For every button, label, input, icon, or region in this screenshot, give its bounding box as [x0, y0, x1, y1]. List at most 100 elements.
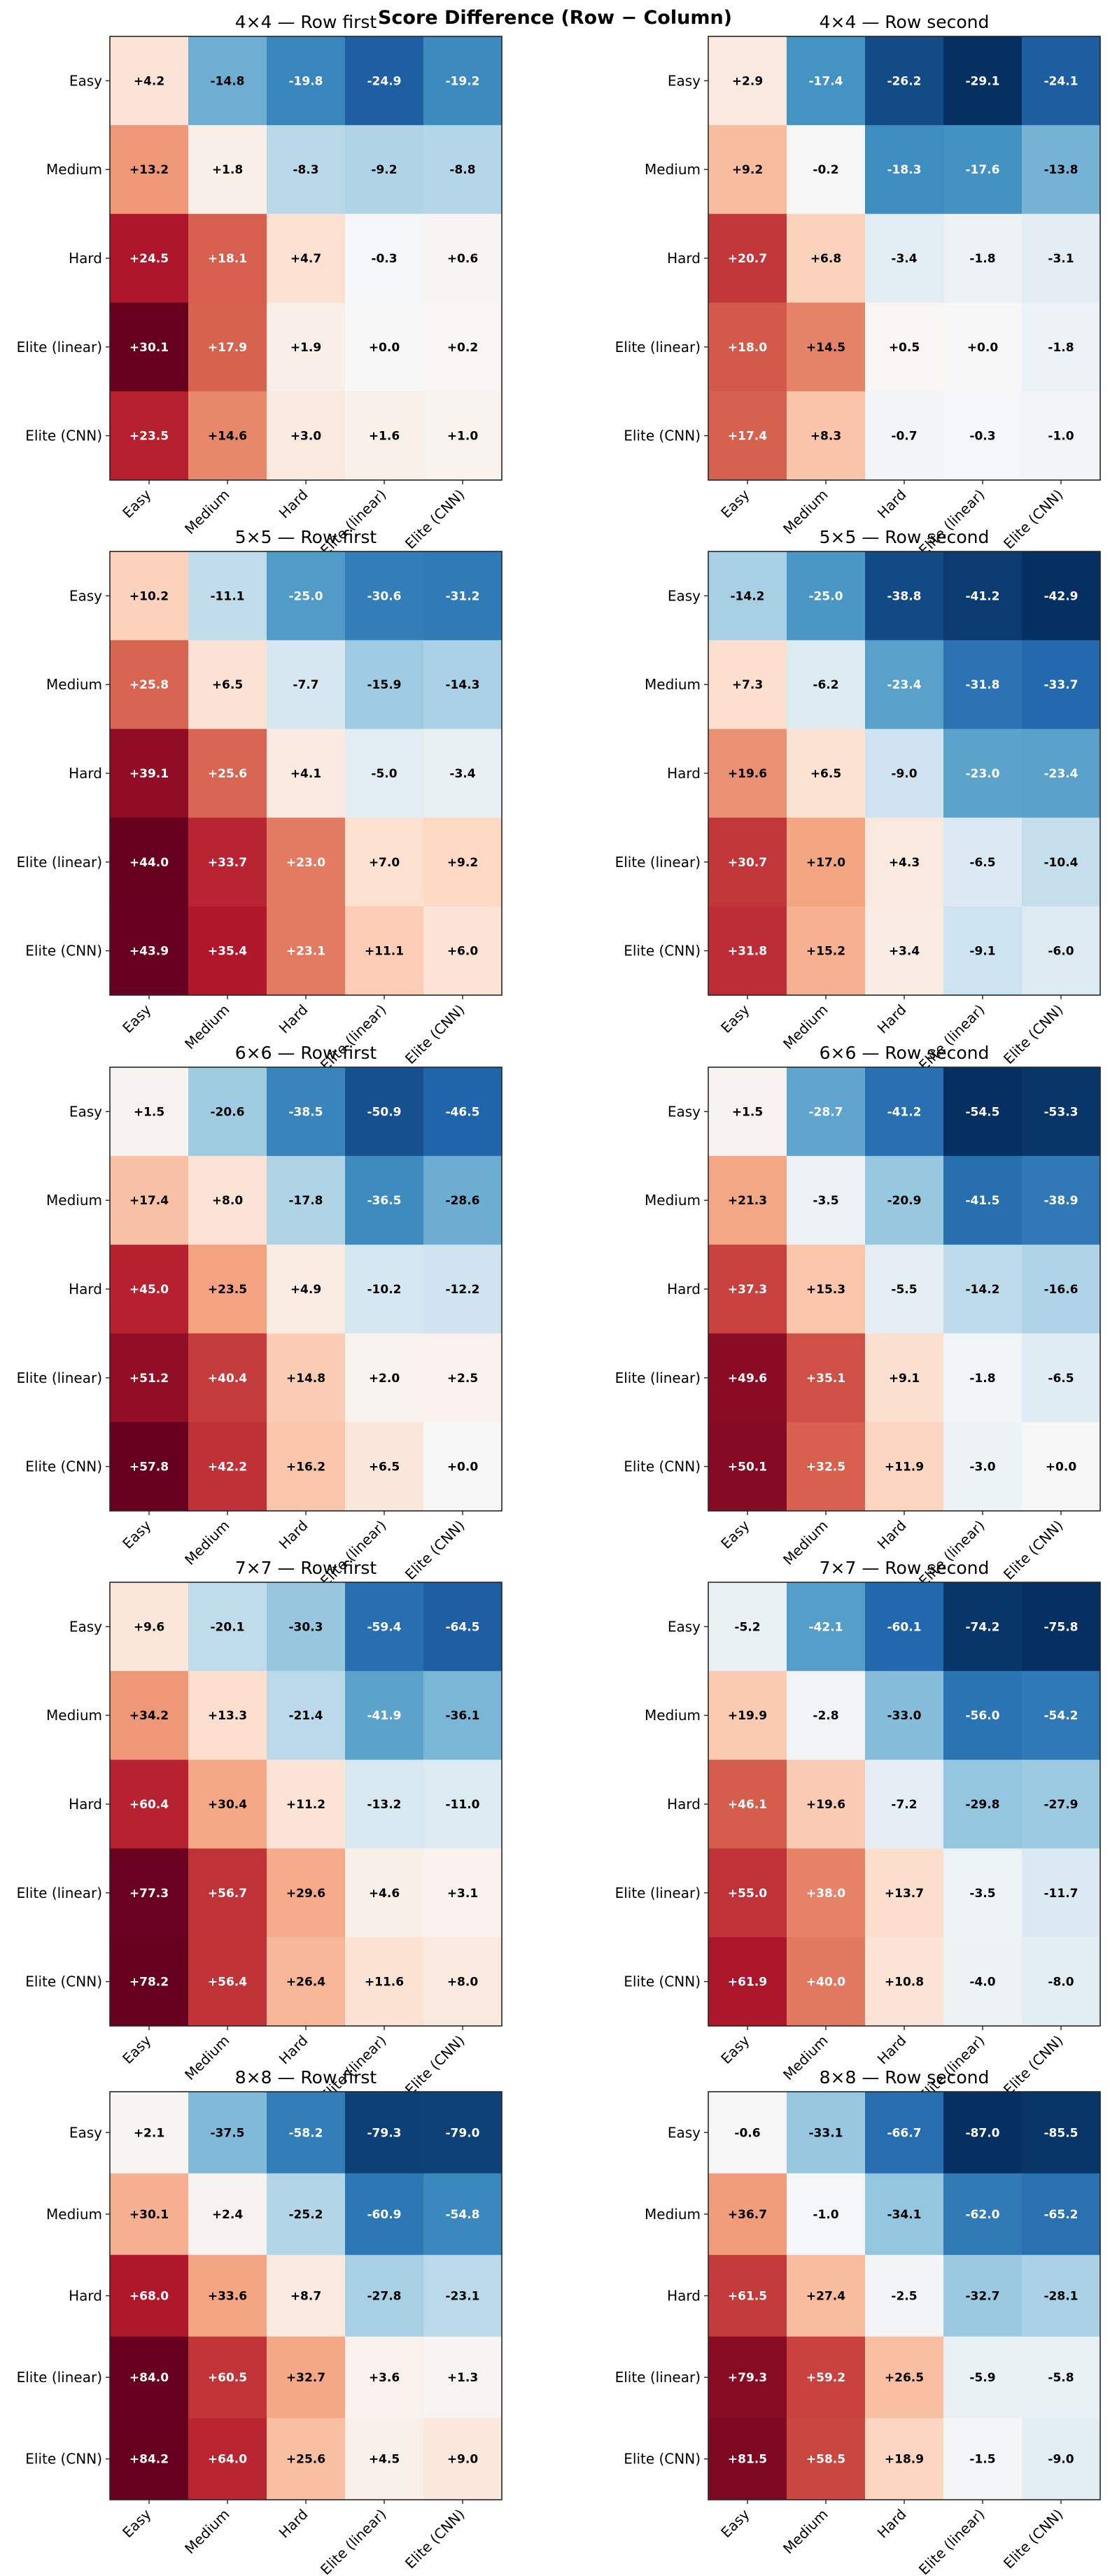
y-tick-label: Elite (CNN) — [624, 943, 701, 959]
x-tick-label: Hard — [874, 2506, 910, 2542]
cell-value-label: -11.1 — [211, 589, 245, 603]
cell-value-label: +1.3 — [447, 2371, 478, 2385]
cell-value-label: -59.4 — [367, 1620, 402, 1634]
cell-value-label: +0.5 — [889, 341, 920, 355]
panel-title: 6×6 — Row second — [820, 1043, 990, 1063]
cell-value-label: +19.6 — [728, 767, 767, 781]
cell-value-label: -3.4 — [891, 252, 917, 266]
heatmap-cell — [267, 729, 346, 818]
y-tick-label: Elite (CNN) — [25, 1458, 102, 1475]
cell-value-label: -54.2 — [1044, 1709, 1079, 1723]
heatmap-cell — [423, 1937, 503, 2027]
heatmap-cell — [943, 125, 1023, 215]
heatmap-cell — [708, 1759, 787, 1849]
heatmap-cell — [423, 2336, 503, 2419]
x-tick-label: Easy — [717, 2032, 752, 2067]
heatmap-cell — [267, 906, 346, 996]
cell-value-label: +37.3 — [728, 1283, 767, 1297]
cell-value-label: -5.9 — [969, 2371, 995, 2385]
heatmap-cell — [110, 1333, 189, 1423]
cell-value-label: -4.0 — [969, 1976, 995, 1990]
cell-value-label: -29.8 — [966, 1798, 1000, 1812]
heatmap-cell — [345, 1333, 424, 1423]
cell-value-label: +0.0 — [1046, 1461, 1077, 1474]
heatmap-cell — [1022, 1067, 1101, 1157]
cell-value-label: +4.5 — [369, 2453, 400, 2467]
cell-value-label: +1.0 — [447, 430, 479, 444]
cell-value-label: -54.8 — [446, 2208, 480, 2222]
heatmap-cell — [787, 213, 866, 303]
y-tick-label: Medium — [46, 1192, 102, 1209]
panel-title: 8×8 — Row first — [235, 2067, 377, 2088]
cell-value-label: +57.8 — [129, 1461, 169, 1474]
heatmap-cell — [865, 2336, 944, 2419]
y-tick-label: Hard — [667, 2288, 701, 2304]
cell-value-label: -74.2 — [966, 1620, 1000, 1634]
cell-value-label: +51.2 — [129, 1372, 169, 1386]
heatmap-cell — [267, 640, 346, 730]
heatmap-cell — [423, 729, 503, 818]
x-tick-label: Hard — [874, 1517, 910, 1553]
x-tick-label: Elite (CNN) — [402, 2506, 468, 2573]
cell-value-label: -17.8 — [289, 1194, 323, 1208]
x-tick-label: Elite (CNN) — [402, 486, 468, 553]
heatmap-cell — [865, 640, 944, 730]
heatmap-cell — [188, 1582, 267, 1672]
x-tick-label: Easy — [717, 1516, 752, 1551]
heatmap-cell — [943, 1422, 1023, 1512]
heatmap-cell — [865, 1670, 944, 1761]
cell-value-label: -17.4 — [809, 74, 843, 88]
x-tick-label: Easy — [119, 2505, 154, 2540]
x-tick-label: Hard — [874, 2032, 910, 2068]
cell-value-label: -54.5 — [966, 1105, 1000, 1119]
heatmap-cell — [345, 1670, 424, 1761]
heatmap-cell — [423, 213, 503, 303]
cell-value-label: -6.0 — [1048, 945, 1074, 959]
cell-value-label: +13.3 — [208, 1709, 247, 1723]
cell-value-label: +25.6 — [208, 767, 247, 781]
y-tick-label: Hard — [667, 765, 701, 782]
y-tick-label: Medium — [46, 2206, 102, 2223]
cell-value-label: -36.5 — [367, 1194, 402, 1208]
cell-value-label: -38.8 — [887, 589, 922, 603]
heatmap-cell — [943, 2418, 1023, 2500]
heatmap-cell — [188, 1848, 267, 1938]
cell-value-label: +79.3 — [728, 2371, 767, 2385]
heatmap-cell — [943, 1155, 1023, 1246]
y-tick-label: Elite (CNN) — [25, 2451, 102, 2468]
heatmap-cell — [110, 213, 189, 303]
heatmap-cell — [787, 2336, 866, 2419]
heatmap-cell — [708, 1155, 787, 1246]
cell-value-label: -50.9 — [367, 1105, 402, 1119]
heatmap-cell — [1022, 551, 1101, 641]
x-tick-label: Elite (linear) — [317, 486, 390, 559]
y-tick-label: Easy — [668, 2124, 701, 2141]
heatmap-cell — [345, 1067, 424, 1157]
heatmap-cell — [708, 213, 787, 303]
heatmap-cell — [787, 906, 866, 996]
heatmap-cell — [708, 2418, 787, 2500]
cell-value-label: +84.2 — [129, 2453, 169, 2467]
heatmap-cell — [943, 817, 1023, 907]
heatmap-cell — [188, 302, 267, 392]
cell-value-label: -34.1 — [887, 2208, 922, 2222]
heatmap-cell — [787, 1582, 866, 1672]
heatmap-cell — [787, 1937, 866, 2027]
heatmap-cell — [787, 125, 866, 215]
cell-value-label: +78.2 — [129, 1976, 169, 1990]
heatmap-cell — [1022, 1670, 1101, 1761]
cell-value-label: -41.2 — [887, 1105, 922, 1119]
cell-value-label: -9.2 — [371, 163, 397, 177]
cell-value-label: +9.1 — [889, 1372, 920, 1386]
x-tick-label: Elite (CNN) — [1000, 486, 1067, 553]
heatmap-cell — [708, 1848, 787, 1938]
cell-value-label: +40.4 — [208, 1372, 247, 1386]
cell-value-label: -8.8 — [449, 163, 475, 177]
heatmap-cell — [787, 2418, 866, 2500]
cell-value-label: +44.0 — [129, 856, 169, 870]
x-tick-label: Elite (CNN) — [1000, 2506, 1067, 2573]
heatmap-cell — [865, 1244, 944, 1334]
heatmap-cell — [345, 551, 424, 641]
cell-value-label: -3.4 — [449, 767, 475, 781]
heatmap-cell — [787, 302, 866, 392]
